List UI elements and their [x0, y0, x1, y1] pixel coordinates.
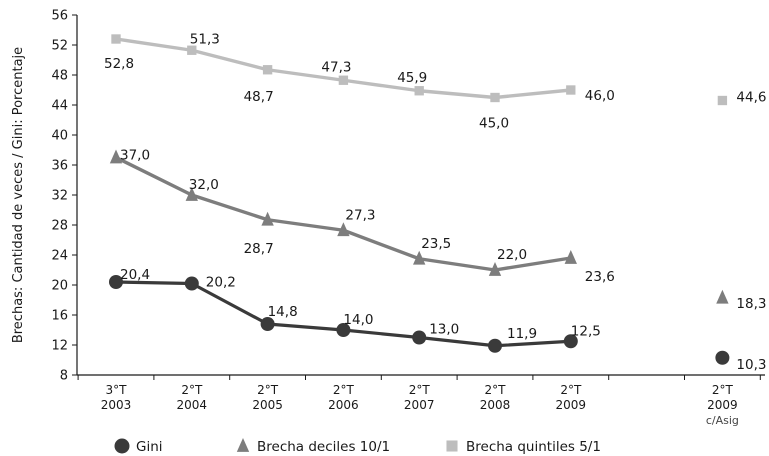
- y-tick-label: 12: [51, 339, 68, 354]
- y-tick-label: 36: [51, 159, 68, 174]
- legend-label-brecha-deciles-10-1: Brecha deciles 10/1: [257, 439, 390, 455]
- data-point-gini: [336, 323, 351, 337]
- plot-area: [109, 34, 730, 365]
- y-tick-label: 24: [51, 249, 68, 264]
- legend-marker-gini: [114, 438, 130, 454]
- data-point-gini: [563, 334, 578, 349]
- data-label-brecha-deciles-10-1: 28,7: [244, 241, 274, 257]
- data-point-gini: [488, 338, 502, 353]
- data-label-gini: 14,0: [343, 312, 373, 328]
- y-axis-label: Brechas: Cantidad de veces / Gini: Porce…: [11, 47, 26, 343]
- x-tick-label: 2009: [556, 398, 587, 412]
- data-point-gini: [184, 276, 199, 291]
- data-label-brecha-quintiles-5-1: 52,8: [104, 56, 134, 72]
- data-point-brecha-quintiles-5-1: [490, 92, 500, 103]
- data-point-brecha-deciles-10-1: [337, 222, 350, 237]
- data-label-gini: 10,3: [736, 357, 766, 373]
- data-point-brecha-quintiles-5-1: [187, 45, 197, 55]
- data-point-brecha-quintiles-5-1: [338, 75, 349, 85]
- data-point-brecha-quintiles-5-1: [262, 65, 273, 75]
- y-tick-label: 44: [51, 99, 68, 114]
- data-point-brecha-quintiles-5-1: [566, 85, 576, 95]
- data-point-brecha-deciles-10-1: [564, 249, 577, 264]
- y-tick-label: 52: [51, 39, 68, 54]
- x-tick-label: 2°T: [409, 383, 431, 397]
- x-tick-label: 2009: [707, 398, 738, 412]
- data-label-brecha-quintiles-5-1: 51,3: [190, 31, 220, 47]
- x-tick-label: 2004: [177, 398, 208, 412]
- data-point-brecha-deciles-10-1: [716, 289, 729, 304]
- x-tick-label: 2°T: [485, 383, 507, 397]
- data-point-brecha-quintiles-5-1: [111, 34, 121, 44]
- data-label-gini: 14,8: [268, 304, 298, 320]
- data-label-brecha-deciles-10-1: 18,3: [736, 296, 766, 312]
- x-tick-label: 2°T: [560, 383, 582, 397]
- y-tick-label: 40: [51, 129, 68, 144]
- data-label-brecha-deciles-10-1: 22,0: [497, 247, 527, 263]
- y-tick-label: 16: [51, 309, 68, 324]
- data-point-gini: [412, 330, 427, 345]
- data-label-gini: 20,2: [206, 275, 236, 291]
- legend: Gini Brecha deciles 10/1 Brecha quintiles …: [114, 437, 601, 455]
- data-label-brecha-quintiles-5-1: 48,7: [244, 89, 274, 105]
- data-label-gini: 20,4: [120, 267, 150, 283]
- x-tick-label: 2°T: [181, 383, 203, 397]
- data-label-gini: 11,9: [507, 326, 537, 342]
- data-point-brecha-deciles-10-1: [109, 149, 123, 164]
- x-tick-label: 2005: [252, 398, 283, 412]
- data-label-brecha-quintiles-5-1: 45,0: [479, 116, 509, 132]
- x-tick-label: 3°T: [106, 383, 128, 397]
- data-point-brecha-deciles-10-1: [261, 211, 274, 226]
- data-label-brecha-quintiles-5-1: 45,9: [397, 70, 427, 86]
- legend-marker-brecha-deciles-10-1: [236, 437, 250, 452]
- x-tick-label: 2003: [101, 398, 132, 412]
- data-label-brecha-deciles-10-1: 27,3: [345, 207, 375, 223]
- data-point-brecha-quintiles-5-1: [414, 86, 424, 96]
- y-tick-label: 8: [60, 369, 68, 384]
- x-tick-label: 2006: [328, 398, 359, 412]
- data-label-brecha-quintiles-5-1: 47,3: [321, 59, 351, 75]
- legend-label-brecha-quintiles-5-1: Brecha quintiles 5/1: [466, 439, 601, 455]
- data-label-gini: 13,0: [429, 322, 459, 338]
- x-tick-label: 2°T: [333, 383, 355, 397]
- data-point-brecha-deciles-10-1: [413, 250, 426, 265]
- data-label-brecha-deciles-10-1: 32,0: [189, 177, 219, 193]
- y-tick-label: 28: [51, 219, 68, 234]
- legend-marker-brecha-quintiles-5-1: [446, 440, 458, 452]
- axes: 81216202428323640444852563°T20032°T20042…: [51, 9, 765, 427]
- y-tick-label: 48: [51, 69, 68, 84]
- data-label-brecha-deciles-10-1: 37,0: [120, 148, 150, 164]
- data-labels: 20,4 20,2 14,8 14,0 13,0 11,9 12,5 10,3 37,0 32,0…: [104, 31, 766, 373]
- y-tick-label: 20: [51, 279, 68, 294]
- data-point-gini: [260, 317, 275, 331]
- x-tick-label: 2008: [480, 398, 511, 412]
- y-tick-label: 32: [51, 189, 68, 204]
- x-tick-label: 2°T: [257, 383, 279, 397]
- x-tick-label: c/Asig: [706, 414, 739, 427]
- data-label-brecha-quintiles-5-1: 44,6: [736, 90, 766, 106]
- data-label-gini: 12,5: [571, 323, 601, 339]
- y-tick-label: 56: [51, 9, 68, 24]
- data-label-brecha-quintiles-5-1: 46,0: [585, 88, 615, 104]
- data-point-gini: [109, 275, 123, 289]
- data-point-gini: [715, 350, 730, 365]
- data-point-brecha-deciles-10-1: [185, 186, 198, 201]
- data-point-brecha-deciles-10-1: [488, 261, 502, 276]
- x-tick-label: 2007: [404, 398, 435, 412]
- data-point-brecha-quintiles-5-1: [717, 95, 728, 106]
- x-tick-label: 2°T: [712, 383, 734, 397]
- data-label-brecha-deciles-10-1: 23,6: [585, 269, 615, 285]
- legend-label-gini: Gini: [136, 439, 163, 455]
- data-label-brecha-deciles-10-1: 23,5: [421, 236, 451, 252]
